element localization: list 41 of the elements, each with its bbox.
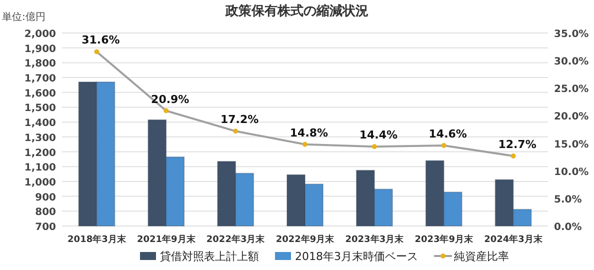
data-label: 31.6% [82,34,120,47]
data-label: 12.7% [498,138,536,151]
y-tick-label: 1,700 [24,74,56,85]
x-tick-label: 2022年3月末 [206,234,266,245]
y-tick-label: 1,200 [24,148,56,159]
y-tick-label: 1,000 [24,177,56,188]
data-label: 14.8% [290,126,328,140]
y-tick-label: 900 [35,192,56,204]
y2-tick-label: 25.0% [554,84,589,96]
y-tick-label: 1,500 [24,103,56,114]
y-tick-label: 1,300 [24,132,56,144]
y2-tick-label: 30.0% [554,56,589,68]
x-tick-label: 2022年9月末 [276,234,336,245]
y2-tick-label: 35.0% [554,29,589,40]
chart-title: 政策保有株式の縮減状況 [224,3,368,19]
y2-tick-label: 0.0% [554,222,582,233]
data-label: 17.2% [220,113,259,126]
y2-tick-label: 20.0% [554,112,589,123]
y-tick-label: 1,400 [24,118,56,130]
legend-label: 貸借対照表上計上額 [160,250,259,263]
x-tick-label: 2023年3月末 [345,234,405,245]
y2-tick-label: 10.0% [554,166,589,178]
x-tick-label: 2018年3月末 [68,234,127,245]
y2-tick-label: 5.0% [554,194,582,206]
legend-label: 純資産比率 [454,250,509,263]
data-label: 20.9% [151,92,190,106]
x-tick-label: 2024年3月末 [484,234,544,245]
legend-label: 2018年3月末時価ベース [295,250,418,263]
y-tick-label: 2,000 [24,29,56,40]
y2-tick-label: 15.0% [554,139,589,150]
y-tick-label: 700 [35,222,56,233]
data-label: 14.6% [428,127,467,140]
data-label: 14.4% [359,128,398,142]
y-tick-label: 1,800 [24,58,56,70]
x-tick-label: 2023年9月末 [414,234,474,245]
text: 単位:億円 [2,11,46,23]
y-tick-label: 800 [35,207,56,218]
y-tick-label: 1,100 [24,162,56,174]
y-tick-label: 1,600 [24,88,56,100]
x-tick-label: 2021年9月末 [136,234,196,245]
y-tick-label: 1,900 [24,44,56,55]
